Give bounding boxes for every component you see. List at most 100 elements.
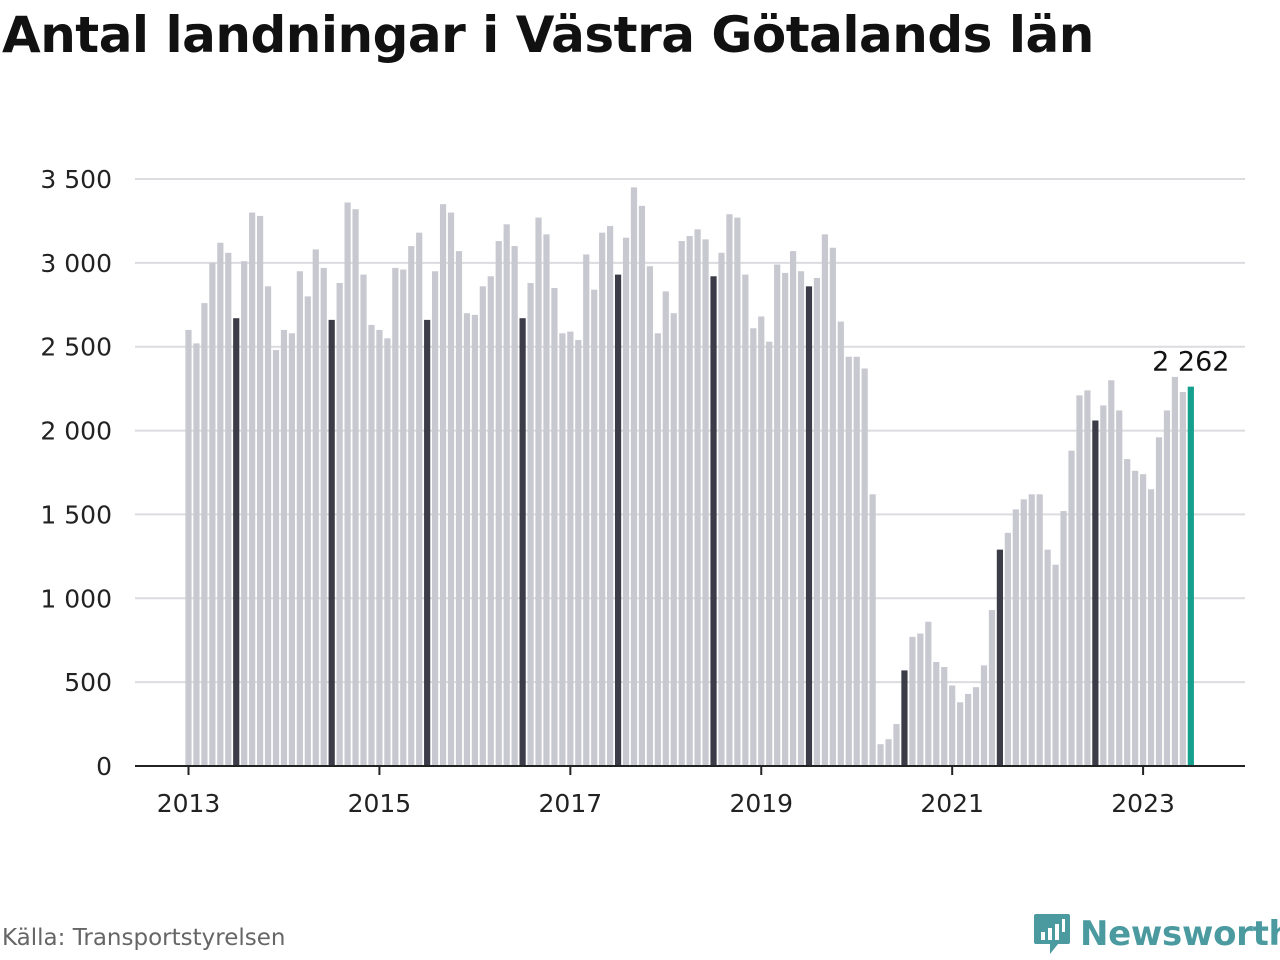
bar: [1044, 549, 1051, 766]
bar: [972, 687, 980, 766]
bar: [622, 237, 630, 766]
bar: [821, 234, 828, 767]
bar: [861, 368, 868, 766]
july-bar: [233, 318, 240, 766]
bar: [241, 261, 248, 766]
bar: [1052, 564, 1059, 766]
bar: [384, 338, 391, 766]
bar: [1116, 410, 1123, 766]
bar: [925, 621, 932, 766]
bar: [249, 212, 256, 767]
bar: [1155, 437, 1163, 766]
bar: [630, 187, 638, 766]
bar: [662, 291, 669, 766]
bar: [829, 247, 836, 766]
axes: [135, 765, 1245, 775]
bar: [288, 333, 296, 766]
bar: [511, 246, 518, 767]
july-bar: [328, 319, 335, 766]
bar: [447, 212, 455, 767]
bar: [917, 633, 924, 766]
july-bar: [710, 276, 717, 766]
bar: [1147, 489, 1155, 766]
bar: [980, 665, 988, 766]
july-bar: [901, 670, 908, 766]
july-bar: [614, 274, 622, 766]
bar: [1179, 391, 1186, 766]
bar: [567, 331, 574, 766]
bar: [543, 234, 550, 767]
bar: [646, 266, 653, 766]
bar: [432, 271, 439, 766]
bar: [1060, 511, 1067, 766]
bar: [455, 251, 463, 767]
bar: [782, 272, 789, 766]
bar: [352, 209, 359, 766]
bar: [909, 636, 916, 766]
x-tick-label: 2023: [1111, 789, 1175, 818]
bar: [869, 494, 876, 766]
bar: [734, 217, 741, 766]
bar: [575, 340, 582, 766]
bar: [845, 356, 852, 766]
bar: [1108, 380, 1115, 766]
bar: [853, 356, 860, 766]
bar: [583, 254, 590, 766]
bar: [988, 610, 996, 766]
bar: [1084, 390, 1091, 766]
bar: [726, 214, 733, 767]
y-tick-label: 3 000: [40, 249, 112, 278]
newsworthy-logo: Newsworthy: [1032, 910, 1280, 958]
bar: [797, 271, 805, 766]
bar: [1076, 395, 1083, 766]
bar: [1163, 410, 1171, 766]
bar: [949, 685, 956, 766]
bar: [774, 264, 781, 766]
bar: [304, 296, 311, 766]
bar: [599, 232, 606, 766]
bar: [551, 288, 558, 766]
y-tick-label: 1 000: [40, 584, 112, 613]
bar: [392, 267, 399, 766]
bar: [296, 271, 303, 766]
bar: [209, 262, 216, 766]
y-tick-label: 3 500: [40, 165, 112, 194]
bar: [439, 204, 447, 766]
bar: [686, 236, 693, 767]
bar: [193, 343, 200, 766]
bar: [670, 313, 677, 766]
bar: [1004, 532, 1011, 766]
bar: [638, 205, 646, 766]
july-bar: [805, 286, 813, 766]
bar: [702, 239, 709, 766]
bar: [280, 329, 288, 766]
latest-value-label: 2 262: [1152, 347, 1229, 378]
bar: [344, 202, 351, 767]
bar: [463, 313, 471, 766]
july-bar: [519, 318, 526, 766]
bar: [941, 667, 948, 766]
bar: [678, 241, 685, 766]
bar: [964, 693, 972, 766]
bar: [957, 702, 964, 766]
bar: [416, 232, 423, 766]
bar: [789, 251, 797, 767]
newsworthy-logo-icon: [1034, 914, 1070, 954]
bar: [527, 282, 534, 766]
bar: [487, 276, 494, 766]
bar-chart: 0 500 1 000 1 500 2 000 2 500 3 000 3 500 2013 20…: [40, 165, 1245, 818]
y-tick-label: 2 000: [40, 417, 112, 446]
x-tick-label: 2013: [157, 789, 221, 818]
bar: [877, 744, 884, 766]
x-tick-label: 2019: [729, 789, 793, 818]
bar: [718, 252, 725, 766]
bar: [758, 316, 765, 766]
chart-title: Antal landningar i Västra Götalands län: [2, 6, 1094, 64]
source-note: Källa: Transportstyrelsen: [2, 925, 286, 951]
labels: 0 500 1 000 1 500 2 000 2 500 3 000 3 500 2013 20…: [40, 165, 1229, 818]
bar: [1140, 474, 1147, 766]
bar: [766, 341, 773, 766]
bar: [471, 314, 478, 766]
bar: [336, 282, 343, 766]
bar: [400, 269, 407, 766]
